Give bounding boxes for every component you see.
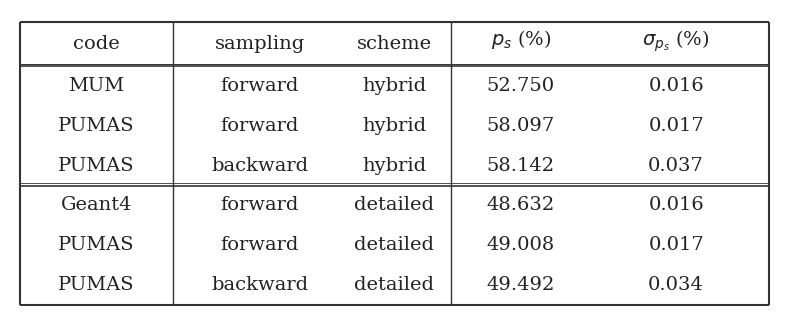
Text: forward: forward: [220, 236, 299, 254]
Text: 0.017: 0.017: [649, 236, 704, 254]
Text: 58.142: 58.142: [487, 157, 555, 175]
Text: Geant4: Geant4: [61, 196, 133, 214]
Text: forward: forward: [220, 117, 299, 135]
Text: 58.097: 58.097: [487, 117, 555, 135]
Text: 49.008: 49.008: [487, 236, 555, 254]
Text: backward: backward: [211, 157, 308, 175]
Text: $p_s$ (%): $p_s$ (%): [491, 28, 551, 51]
Text: forward: forward: [220, 77, 299, 95]
Text: sampling: sampling: [215, 35, 305, 53]
Text: 48.632: 48.632: [487, 196, 555, 214]
Text: $\sigma_{p_s}$ (%): $\sigma_{p_s}$ (%): [642, 28, 710, 54]
Text: detailed: detailed: [354, 276, 435, 294]
Text: hybrid: hybrid: [362, 77, 427, 95]
Text: MUM: MUM: [69, 77, 125, 95]
Text: PUMAS: PUMAS: [58, 236, 135, 254]
Text: code: code: [73, 35, 120, 53]
Text: 0.016: 0.016: [649, 196, 704, 214]
Text: 0.034: 0.034: [649, 276, 704, 294]
Text: 0.016: 0.016: [649, 77, 704, 95]
Text: detailed: detailed: [354, 236, 435, 254]
Text: PUMAS: PUMAS: [58, 117, 135, 135]
Text: backward: backward: [211, 276, 308, 294]
Text: forward: forward: [220, 196, 299, 214]
Text: hybrid: hybrid: [362, 117, 427, 135]
Text: detailed: detailed: [354, 196, 435, 214]
Text: 0.017: 0.017: [649, 117, 704, 135]
Text: PUMAS: PUMAS: [58, 157, 135, 175]
Text: PUMAS: PUMAS: [58, 276, 135, 294]
Text: scheme: scheme: [357, 35, 432, 53]
Text: 52.750: 52.750: [487, 77, 555, 95]
Text: 49.492: 49.492: [487, 276, 555, 294]
Text: 0.037: 0.037: [649, 157, 704, 175]
Text: hybrid: hybrid: [362, 157, 427, 175]
